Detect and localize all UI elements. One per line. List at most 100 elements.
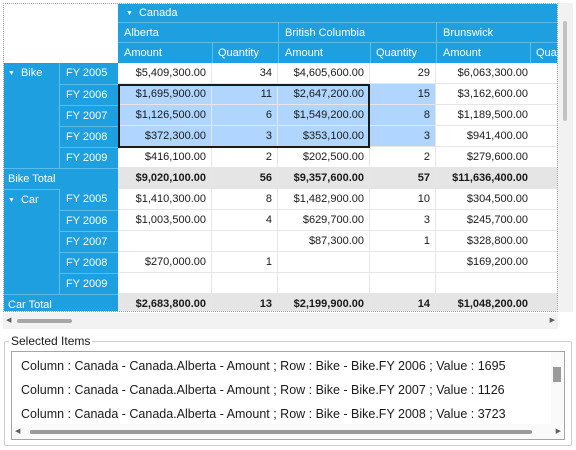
list-vertical-scrollbar[interactable]: [551, 352, 564, 424]
col-header-bc-quantity[interactable]: Quantity: [370, 43, 436, 63]
total-cell[interactable]: $9,020,100.00: [118, 168, 212, 189]
col-header-canada[interactable]: ▼ Canada: [118, 4, 557, 23]
row-header-year[interactable]: FY 2008: [59, 126, 118, 147]
row-header-year[interactable]: FY 2006: [59, 84, 118, 105]
total-cell[interactable]: $2,683,800.00: [118, 294, 212, 311]
value-cell[interactable]: $87,300.00: [278, 231, 370, 252]
value-cell[interactable]: 8: [212, 189, 278, 210]
grid-vertical-scrollbar[interactable]: [558, 3, 573, 312]
value-cell[interactable]: 11: [212, 84, 278, 105]
scrollbar-thumb[interactable]: [30, 430, 532, 434]
scroll-right-icon[interactable]: ▶: [549, 317, 555, 324]
value-cell[interactable]: 2: [212, 147, 278, 168]
value-cell[interactable]: $1,695,900.00: [118, 84, 212, 105]
total-cell[interactable]: $11,636,400.00: [436, 168, 557, 189]
value-cell[interactable]: $245,700.00: [436, 210, 557, 231]
value-cell[interactable]: [278, 252, 370, 273]
value-cell[interactable]: $328,800.00: [436, 231, 557, 252]
value-cell[interactable]: $1,126,500.00: [118, 105, 212, 126]
total-cell[interactable]: $9,357,600.00: [278, 168, 370, 189]
value-cell[interactable]: $270,000.00: [118, 252, 212, 273]
row-header-total[interactable]: Bike Total: [4, 168, 118, 189]
row-header-year[interactable]: FY 2005: [59, 189, 118, 210]
value-cell[interactable]: $372,300.00: [118, 126, 212, 147]
value-cell[interactable]: 6: [212, 105, 278, 126]
total-cell[interactable]: 14: [370, 294, 436, 311]
total-cell[interactable]: $2,199,900.00: [278, 294, 370, 311]
row-header-year[interactable]: FY 2007: [59, 231, 118, 252]
value-cell[interactable]: $1,410,300.00: [118, 189, 212, 210]
value-cell[interactable]: 34: [212, 63, 278, 84]
value-cell[interactable]: 3: [370, 210, 436, 231]
value-cell[interactable]: $1,482,900.00: [278, 189, 370, 210]
pivot-grid[interactable]: ▼ Canada Alberta British Columbia Brunswi…: [3, 3, 558, 312]
value-cell[interactable]: [118, 273, 212, 294]
col-header-british-columbia[interactable]: British Columbia: [278, 23, 436, 43]
total-cell[interactable]: 13: [212, 294, 278, 311]
scrollbar-thumb[interactable]: [17, 319, 72, 323]
row-header-year[interactable]: FY 2005: [59, 63, 118, 84]
value-cell[interactable]: $416,100.00: [118, 147, 212, 168]
value-cell[interactable]: [278, 273, 370, 294]
value-cell[interactable]: $304,500.00: [436, 189, 557, 210]
value-cell[interactable]: 1: [212, 252, 278, 273]
value-cell[interactable]: [370, 273, 436, 294]
row-header-year[interactable]: FY 2009: [59, 273, 118, 294]
value-cell[interactable]: $1,549,200.00: [278, 105, 370, 126]
col-header-alberta-quantity[interactable]: Quantity: [212, 43, 278, 63]
value-cell[interactable]: $353,100.00: [278, 126, 370, 147]
value-cell[interactable]: 3: [212, 126, 278, 147]
col-header-alberta-amount[interactable]: Amount: [118, 43, 212, 63]
value-cell[interactable]: [436, 273, 557, 294]
col-header-brunswick-amount[interactable]: Amount: [436, 43, 530, 63]
value-cell[interactable]: [370, 252, 436, 273]
value-cell[interactable]: $1,003,500.00: [118, 210, 212, 231]
row-header-year[interactable]: FY 2006: [59, 210, 118, 231]
col-header-alberta[interactable]: Alberta: [118, 23, 278, 43]
value-cell[interactable]: [212, 231, 278, 252]
scrollbar-thumb[interactable]: [553, 367, 561, 382]
total-cell[interactable]: 57: [370, 168, 436, 189]
row-header-year[interactable]: FY 2009: [59, 147, 118, 168]
value-cell[interactable]: 10: [370, 189, 436, 210]
col-header-brunswick[interactable]: Brunswick: [436, 23, 557, 43]
value-cell[interactable]: $2,647,200.00: [278, 84, 370, 105]
scroll-right-icon[interactable]: ▶: [555, 428, 561, 435]
value-cell[interactable]: 4: [212, 210, 278, 231]
triangle-down-icon[interactable]: ▼: [126, 10, 133, 17]
grid-horizontal-scrollbar[interactable]: ◀ ▶: [3, 313, 558, 329]
value-cell[interactable]: $279,600.00: [436, 147, 557, 168]
value-cell[interactable]: 2: [370, 147, 436, 168]
value-cell[interactable]: 3: [370, 126, 436, 147]
total-cell[interactable]: $1,048,200.00: [436, 294, 557, 311]
list-item[interactable]: Column : Canada - Canada.Alberta - Amoun…: [21, 359, 506, 373]
col-header-brunswick-quantity[interactable]: Qua: [530, 43, 557, 63]
value-cell[interactable]: $169,200.00: [436, 252, 557, 273]
selected-items-list[interactable]: Column : Canada - Canada.Alberta - Amoun…: [11, 351, 565, 440]
value-cell[interactable]: 29: [370, 63, 436, 84]
value-cell[interactable]: $5,409,300.00: [118, 63, 212, 84]
total-cell[interactable]: 56: [212, 168, 278, 189]
value-cell[interactable]: $1,189,500.00: [436, 105, 557, 126]
triangle-down-icon[interactable]: ▼: [8, 70, 15, 77]
value-cell[interactable]: $3,162,600.00: [436, 84, 557, 105]
list-item[interactable]: Column : Canada - Canada.Alberta - Amoun…: [21, 407, 506, 421]
value-cell[interactable]: $4,605,600.00: [278, 63, 370, 84]
scroll-left-icon[interactable]: ◀: [15, 428, 21, 435]
value-cell[interactable]: $6,063,300.00: [436, 63, 557, 84]
value-cell[interactable]: 15: [370, 84, 436, 105]
row-header-year[interactable]: FY 2007: [59, 105, 118, 126]
scrollbar-thumb[interactable]: [563, 21, 567, 121]
value-cell[interactable]: $941,400.00: [436, 126, 557, 147]
row-header-year[interactable]: FY 2008: [59, 252, 118, 273]
row-header-bike[interactable]: ▼ Bike: [4, 63, 59, 168]
scroll-left-icon[interactable]: ◀: [6, 317, 12, 324]
value-cell[interactable]: $202,500.00: [278, 147, 370, 168]
triangle-down-icon[interactable]: ▼: [8, 197, 15, 204]
list-item[interactable]: Column : Canada - Canada.Alberta - Amoun…: [21, 383, 505, 397]
value-cell[interactable]: 1: [370, 231, 436, 252]
col-header-bc-amount[interactable]: Amount: [278, 43, 370, 63]
value-cell[interactable]: [212, 273, 278, 294]
value-cell[interactable]: [118, 231, 212, 252]
value-cell[interactable]: 8: [370, 105, 436, 126]
